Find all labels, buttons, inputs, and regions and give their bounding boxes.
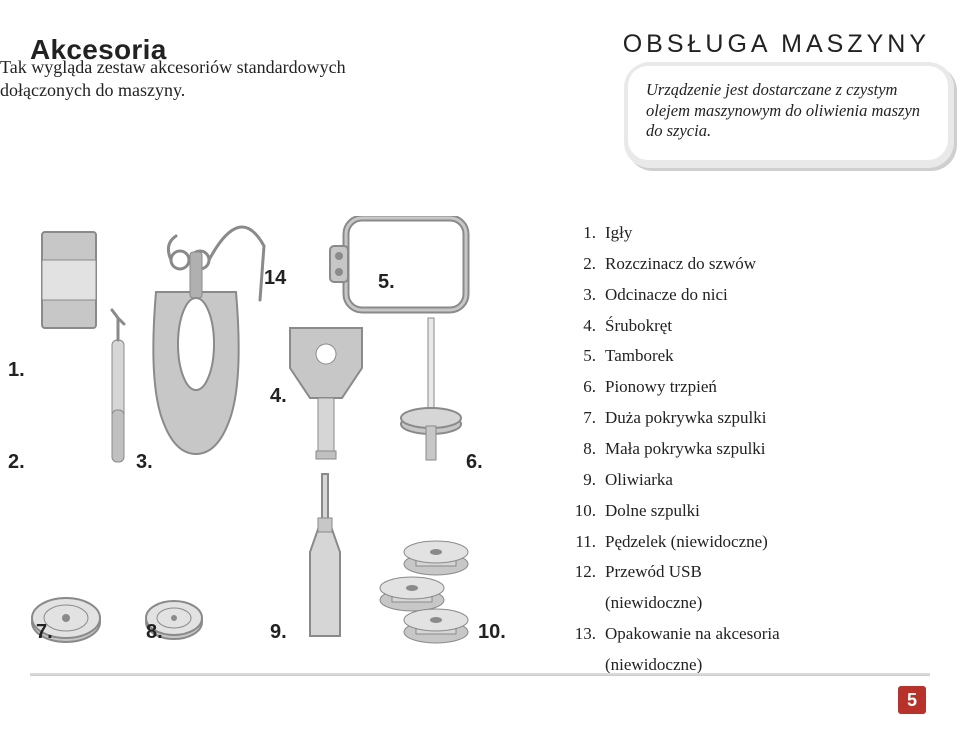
legend-item: 4. Śrubokręt	[570, 313, 910, 340]
anno-2: 2.	[8, 451, 25, 473]
legend-item: 13. Opakowanie na akcesoria	[570, 621, 910, 648]
legend-item-text: Igły	[605, 220, 632, 247]
item-wire	[168, 227, 264, 300]
legend-item-text: Oliwiarka	[605, 467, 673, 494]
legend-item-number: 3.	[570, 282, 596, 309]
legend-item: 6. Pionowy trzpień	[570, 374, 910, 401]
page-rule	[30, 673, 930, 676]
item-hoop	[330, 218, 466, 310]
legend-item: 2. Rozczinacz do szwów	[570, 251, 910, 278]
legend-item-text: Przewód USB	[605, 559, 702, 586]
legend-item-number: 5.	[570, 343, 596, 370]
legend-item-text: Duża pokrywka szpulki	[605, 405, 766, 432]
item-seam-ripper	[112, 310, 124, 462]
accessory-illustration: 1. 2. 3. 14 4. 5. 6. 7. 8. 9. 10.	[6, 216, 536, 646]
accessory-svg: 1. 2. 3. 14 4. 5. 6. 7. 8. 9. 10.	[6, 216, 536, 646]
anno-10: 10.	[478, 621, 506, 643]
manual-page: Akcesoria OBSŁUGA MASZYNY Tak wygląda ze…	[0, 0, 960, 732]
legend-item-number: 7.	[570, 405, 596, 432]
intro-text: Tak wygląda zestaw akcesoriów standardow…	[0, 56, 370, 102]
anno-8: 8.	[146, 621, 163, 643]
info-callout: Urządzenie jest dostarczane z czystym ol…	[624, 62, 954, 168]
legend-item-number: 11.	[570, 529, 596, 556]
item-thread-snips	[153, 252, 238, 454]
legend-item: 7. Duża pokrywka szpulki	[570, 405, 910, 432]
legend-item: 12. Przewód USB	[570, 559, 910, 586]
legend-item-text: Odcinacze do nici	[605, 282, 728, 309]
legend-item-text: Pionowy trzpień	[605, 374, 717, 401]
legend-item: 1. Igły	[570, 220, 910, 247]
anno-1: 1.	[8, 359, 25, 381]
legend-item-number: 8.	[570, 436, 596, 463]
info-callout-text: Urządzenie jest dostarczane z czystym ol…	[628, 66, 948, 160]
anno-7: 7.	[36, 621, 53, 643]
legend-item-subtext: (niewidoczne)	[605, 590, 910, 617]
legend-item-number: 4.	[570, 313, 596, 340]
legend-item-number: 10.	[570, 498, 596, 525]
item-oiler	[310, 474, 340, 636]
legend-item: 8. Mała pokrywka szpulki	[570, 436, 910, 463]
legend-item-number: 6.	[570, 374, 596, 401]
legend-item-text: Opakowanie na akcesoria	[605, 621, 780, 648]
legend-item: 10. Dolne szpulki	[570, 498, 910, 525]
anno-4: 4.	[270, 385, 287, 407]
legend-item-number: 12.	[570, 559, 596, 586]
legend-item-number: 13.	[570, 621, 596, 648]
legend-item-text: Tamborek	[605, 343, 674, 370]
legend-item-text: Rozczinacz do szwów	[605, 251, 756, 278]
legend-item-number: 2.	[570, 251, 596, 278]
item-bobbins	[380, 541, 468, 643]
anno-3: 3.	[136, 451, 153, 473]
legend-item: 9. Oliwiarka	[570, 467, 910, 494]
legend-item-number: 9.	[570, 467, 596, 494]
legend-list: 1. Igły 2. Rozczinacz do szwów 3. Odcinacze d…	[570, 220, 910, 683]
legend-item-number: 1.	[570, 220, 596, 247]
item-spool-pin	[401, 318, 461, 460]
item-screwdriver	[290, 328, 362, 459]
legend-item: 11. Pędzelek (niewidoczne)	[570, 529, 910, 556]
legend-item-text: Dolne szpulki	[605, 498, 700, 525]
legend-item-text: Śrubokręt	[605, 313, 672, 340]
page-number: 5	[898, 686, 926, 714]
anno-14: 14	[264, 267, 287, 289]
legend-item-text: Mała pokrywka szpulki	[605, 436, 766, 463]
legend-item-text: Pędzelek (niewidoczne)	[605, 529, 768, 556]
section-header: OBSŁUGA MASZYNY	[623, 30, 930, 59]
anno-9: 9.	[270, 621, 287, 643]
item-needles	[42, 232, 96, 328]
legend-item: 5. Tamborek	[570, 343, 910, 370]
anno-5: 5.	[378, 271, 395, 293]
anno-6: 6.	[466, 451, 483, 473]
legend-item: 3. Odcinacze do nici	[570, 282, 910, 309]
